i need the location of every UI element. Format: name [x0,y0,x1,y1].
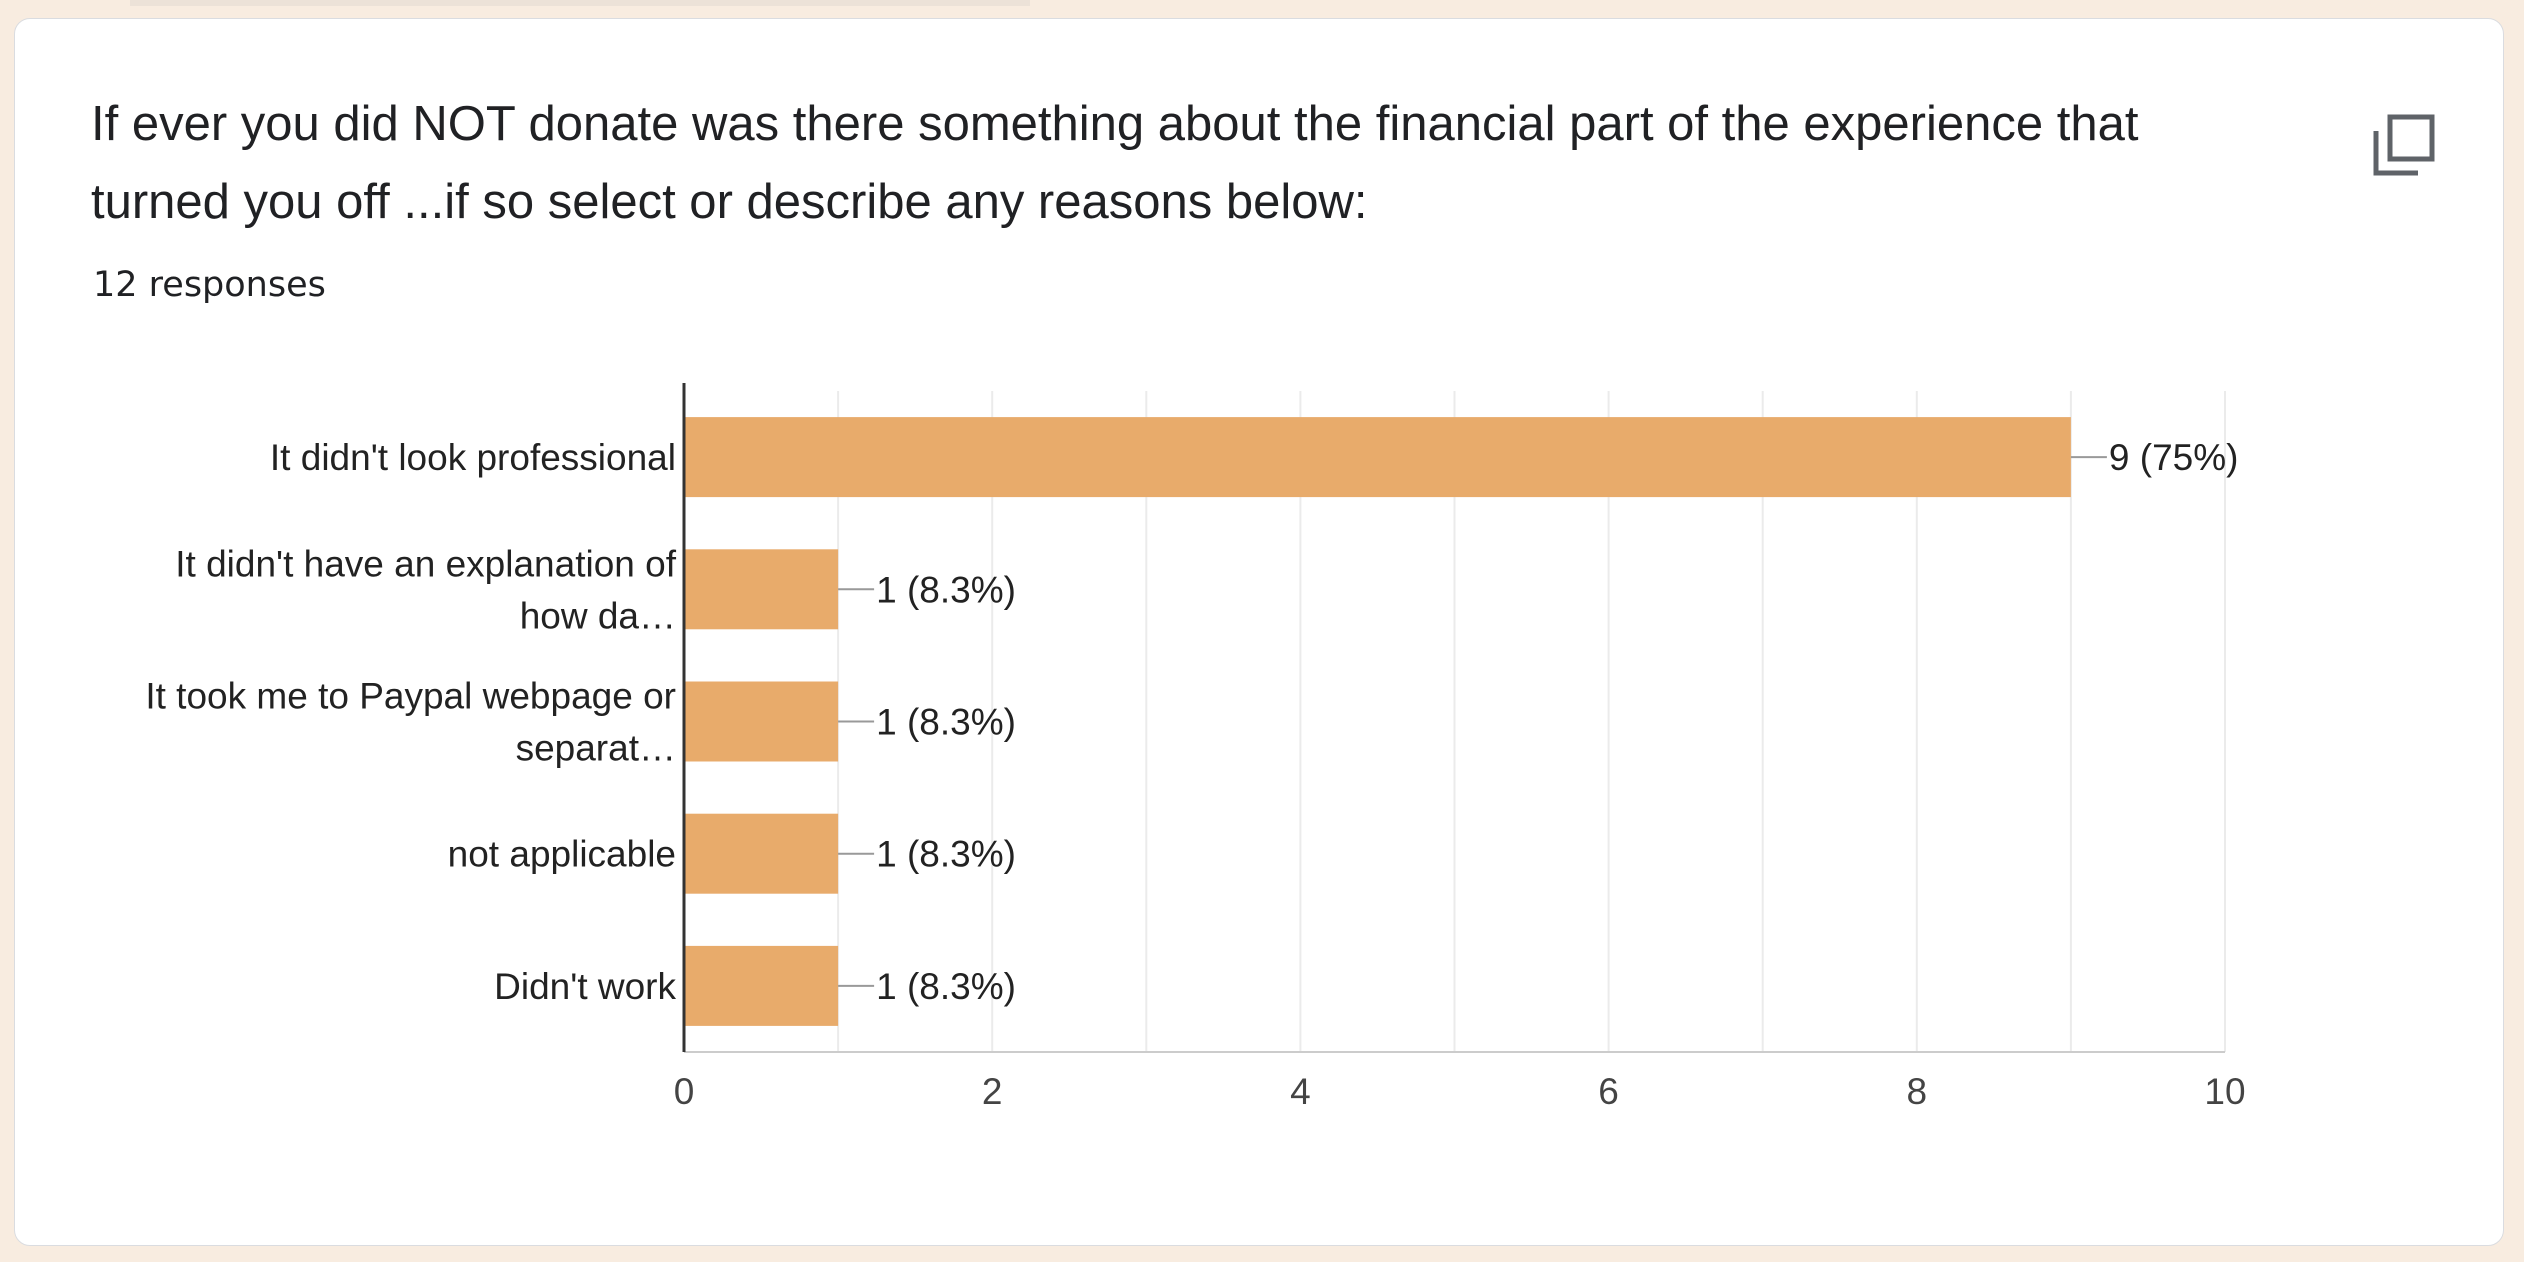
x-tick-label: 10 [2204,1071,2245,1112]
category-label: It didn't have an explanation of how da… [175,543,676,636]
x-tick-label: 2 [982,1071,1003,1112]
bar [684,681,839,762]
bar [684,549,839,630]
data-label: 1 (8.3%) [876,966,1016,1007]
category-label: It didn't look professional [270,437,676,478]
data-label: 1 (8.3%) [876,569,1016,610]
top-strip [130,0,1030,6]
category-label: It took me to Paypal webpage or separat… [145,676,676,769]
bar [684,417,2071,498]
bar [684,945,839,1026]
copy-icon [2373,114,2435,176]
response-count: 12 responses [93,265,326,305]
x-tick-label: 0 [674,1071,695,1112]
question-title: If ever you did NOT donate was there som… [91,97,2139,229]
category-label: Didn't work [494,966,676,1007]
data-label: 1 (8.3%) [876,834,1016,875]
category-label: not applicable [448,834,676,875]
bar [684,813,839,894]
x-tick-label: 6 [1598,1071,1619,1112]
data-label: 1 (8.3%) [876,702,1016,743]
data-label: 9 (75%) [2109,437,2239,478]
x-tick-label: 8 [1907,1071,1928,1112]
copy-chart-button[interactable] [2355,97,2451,193]
x-tick-label: 4 [1290,1071,1311,1112]
question-card: If ever you did NOT donate was there som… [14,18,2504,1246]
bar-chart: 0 2 4 6 8 10 It didn't look professional 9 (75%… [145,383,2246,1112]
